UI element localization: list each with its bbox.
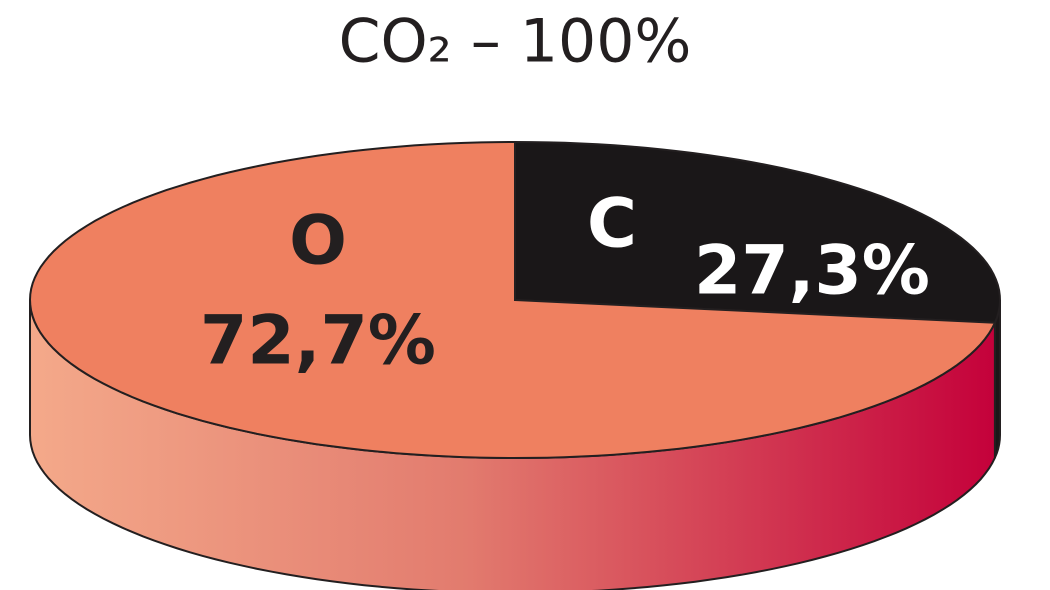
slice-category-label: C [587,185,637,264]
chart-title: CO₂ – 100% [339,7,692,77]
slice-value-label: 72,7% [200,302,436,381]
slice-category-label: O [289,202,347,281]
slice [514,140,1002,324]
slice-value-label: 27,3% [694,232,930,311]
slice [28,140,997,460]
